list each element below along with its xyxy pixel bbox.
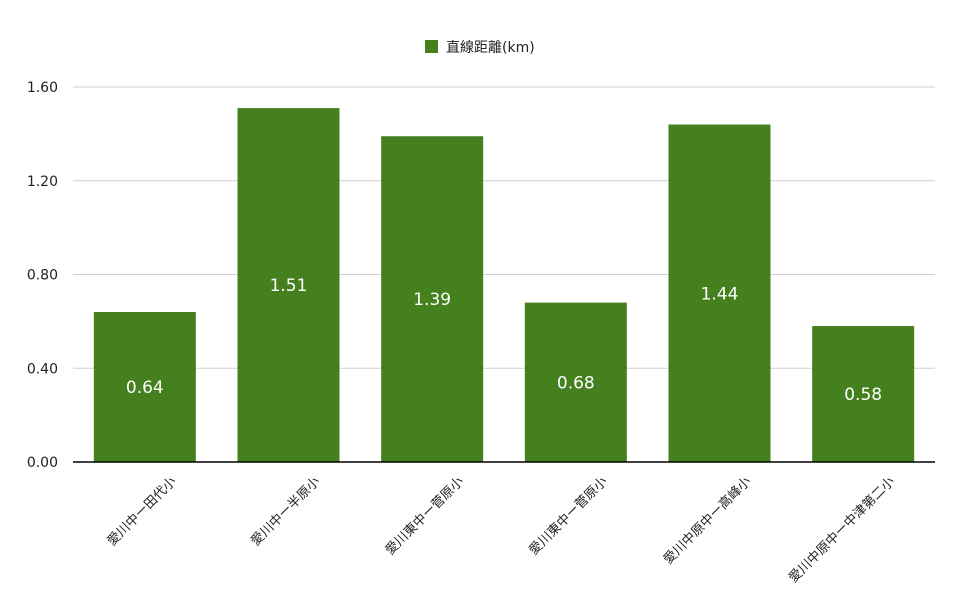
legend-label: 直線距離(km) [446,39,535,56]
bars-layer [93,108,915,462]
data-label: 1.39 [413,290,451,310]
data-label: 0.64 [126,378,164,398]
x-tick-label: 愛川中原中ー高峰小 [660,474,754,568]
data-label: 0.58 [844,385,882,405]
y-tick-label: 0.40 [27,361,58,377]
bar [93,312,196,462]
data-label: 1.51 [270,276,308,296]
x-tick-label: 愛川東中ー菅原小 [526,474,611,559]
legend: 直線距離(km) [425,39,535,56]
data-labels-layer: 0.64 1.51 1.39 0.68 1.44 0.58 [126,276,882,405]
y-tick-label: 0.00 [27,455,58,471]
legend-swatch [425,40,438,53]
data-label: 0.68 [557,373,595,393]
bar [381,136,484,462]
y-tick-label: 1.20 [27,174,58,190]
data-label: 1.44 [701,284,739,304]
bar [812,326,915,462]
bar [237,108,340,462]
bar [524,302,627,462]
x-tick-label: 愛川東中ー菅原小 [382,474,467,559]
x-tick-label: 愛川中ー半原小 [248,474,323,549]
bar [668,124,771,462]
y-tick-label: 1.60 [27,80,58,96]
x-tick-label: 愛川中ー田代小 [105,474,180,549]
grid-layer [73,86,935,369]
x-tick-label: 愛川中原中ー中津第二小 [786,474,898,586]
y-tick-label: 0.80 [27,268,58,284]
